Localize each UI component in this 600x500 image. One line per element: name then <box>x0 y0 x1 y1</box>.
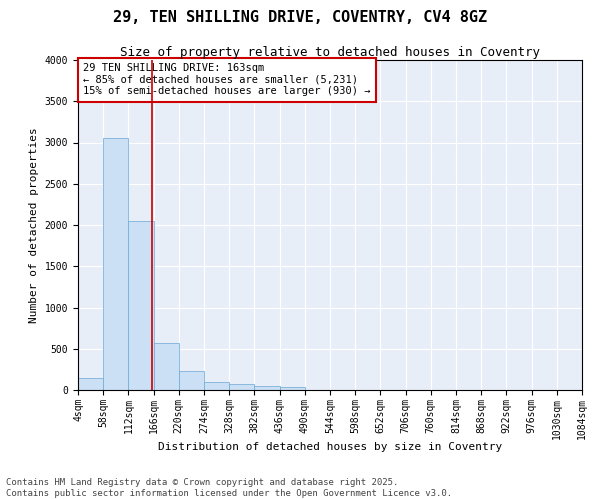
Bar <box>78 378 103 390</box>
Bar <box>229 384 254 390</box>
Bar <box>204 382 229 390</box>
Text: 29, TEN SHILLING DRIVE, COVENTRY, CV4 8GZ: 29, TEN SHILLING DRIVE, COVENTRY, CV4 8G… <box>113 10 487 25</box>
Bar <box>179 372 204 390</box>
Bar <box>154 342 179 390</box>
Bar <box>103 138 128 390</box>
Title: Size of property relative to detached houses in Coventry: Size of property relative to detached ho… <box>120 46 540 59</box>
Bar <box>254 386 280 390</box>
Text: 29 TEN SHILLING DRIVE: 163sqm
← 85% of detached houses are smaller (5,231)
15% o: 29 TEN SHILLING DRIVE: 163sqm ← 85% of d… <box>83 64 371 96</box>
Bar <box>280 387 305 390</box>
Text: Contains HM Land Registry data © Crown copyright and database right 2025.
Contai: Contains HM Land Registry data © Crown c… <box>6 478 452 498</box>
X-axis label: Distribution of detached houses by size in Coventry: Distribution of detached houses by size … <box>158 442 502 452</box>
Y-axis label: Number of detached properties: Number of detached properties <box>29 127 39 323</box>
Bar <box>128 221 154 390</box>
